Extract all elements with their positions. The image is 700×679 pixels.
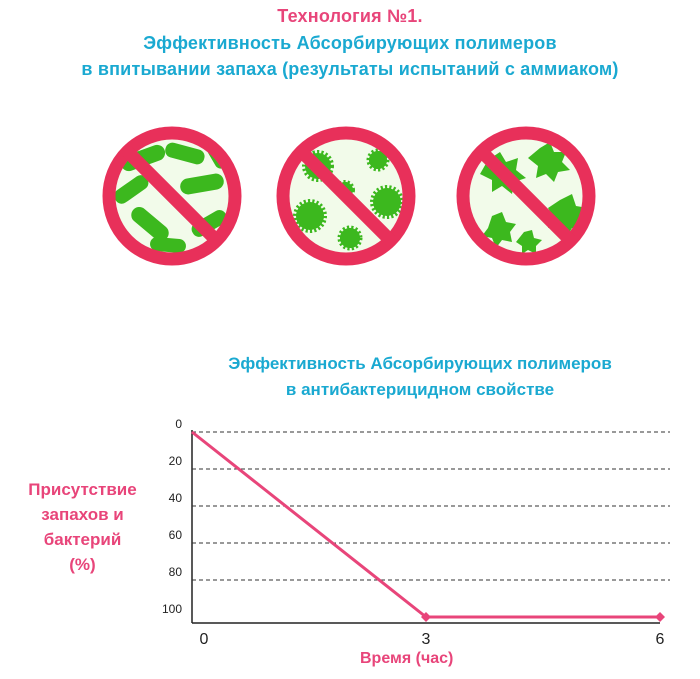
y-axis-label: Присутствие запахов и бактерий (%) bbox=[0, 477, 165, 577]
chart-title-line-2: в антибактерицидном свойстве bbox=[285, 380, 555, 399]
page-title: Технология №1. bbox=[277, 6, 423, 26]
y-axis-label-line-4: (%) bbox=[69, 555, 96, 574]
page-subtitle-line-1: Эффективность Абсорбирующих полимеров bbox=[143, 33, 557, 53]
y-tick-label: 40 bbox=[169, 491, 183, 505]
x-tick-label: 6 bbox=[656, 631, 665, 648]
series-line bbox=[191, 430, 660, 619]
y-tick-label: 60 bbox=[169, 528, 183, 542]
y-axis-label-line-1: Присутствие bbox=[28, 480, 137, 499]
no-rod-bacteria-icon bbox=[102, 126, 242, 266]
page-subtitle-line-2: в впитывании запаха (результаты испытани… bbox=[81, 59, 619, 79]
chart-title-line-1: Эффективность Абсорбирующих полимеров bbox=[228, 354, 612, 373]
data-point bbox=[421, 612, 431, 622]
no-spiky-virus-icon bbox=[276, 126, 416, 266]
y-tick-label: 80 bbox=[169, 565, 183, 579]
y-tick-label: 20 bbox=[169, 454, 183, 468]
x-axis-label: Время (час) bbox=[360, 650, 454, 667]
x-tick-label: 0 bbox=[200, 631, 209, 648]
y-tick-label: 0 bbox=[175, 417, 182, 431]
y-axis-label-line-2: запахов и bbox=[41, 505, 124, 524]
line-chart: 0 20 40 60 80 100 0 3 6 bbox=[162, 417, 670, 648]
data-point bbox=[655, 612, 665, 622]
x-tick-label: 3 bbox=[422, 631, 431, 648]
prohibited-germs-icons bbox=[102, 126, 596, 266]
y-tick-label: 100 bbox=[162, 602, 182, 616]
no-amoeba-germ-icon bbox=[456, 126, 596, 266]
y-axis-label-line-3: бактерий bbox=[43, 530, 122, 549]
